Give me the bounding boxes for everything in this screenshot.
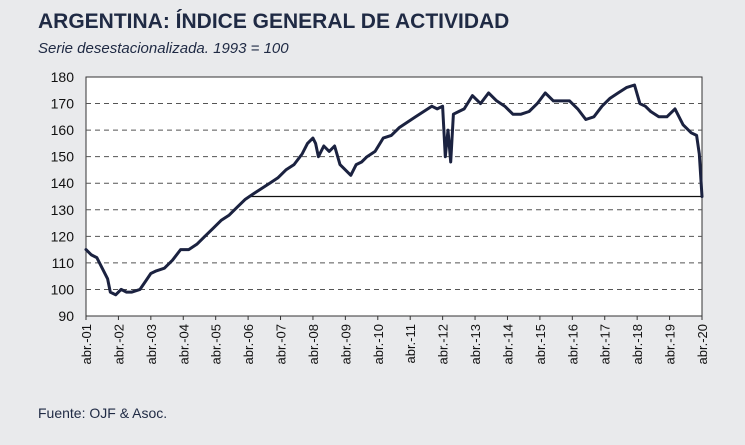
x-tick-label: abr.-15 (533, 324, 548, 364)
series-line (84, 83, 704, 297)
x-tick-label: abr.-09 (338, 324, 353, 364)
x-tick-label: abr.-18 (630, 324, 645, 364)
x-tick-label: abr.-06 (241, 324, 256, 364)
y-tick-label: 140 (51, 175, 75, 191)
y-tick-label: 90 (58, 308, 74, 324)
x-tick-label: abr.-19 (663, 324, 678, 364)
x-tick-label: abr.-07 (274, 324, 289, 364)
x-tick-label: abr.-10 (371, 324, 386, 364)
y-tick-label: 110 (52, 255, 75, 271)
y-tick-label: 180 (51, 69, 75, 85)
x-tick-label: abr.-05 (209, 324, 224, 364)
y-tick-label: 160 (51, 122, 75, 138)
chart-subtitle: Serie desestacionalizada. 1993 = 100 (38, 40, 289, 57)
x-tick-label: abr.-13 (468, 324, 483, 364)
y-tick-label: 120 (51, 228, 75, 244)
y-tick-label: 150 (51, 149, 75, 165)
x-tick-label: abr.-02 (111, 324, 126, 364)
y-tick-label: 170 (51, 96, 75, 112)
y-tick-label: 130 (51, 202, 75, 218)
x-tick-label: abr.-08 (306, 324, 321, 364)
x-tick-label: abr.-20 (695, 324, 710, 364)
x-tick-label: abr.-11 (403, 324, 418, 364)
x-tick-label: abr.-17 (598, 324, 613, 364)
source-note: Fuente: OJF & Asoc. (38, 405, 168, 421)
chart-title: ARGENTINA: ÍNDICE GENERAL DE ACTIVIDAD (38, 10, 510, 33)
x-tick-label: abr.-14 (500, 324, 515, 364)
grid-lines (86, 103, 702, 290)
y-tick-label: 100 (51, 281, 75, 297)
x-tick-label: abr.-12 (436, 324, 451, 364)
x-tick-label: abr.-04 (176, 324, 191, 364)
x-tick-label: abr.-16 (565, 324, 580, 364)
x-tick-label: abr.-03 (144, 324, 159, 364)
x-tick-label: abr.-01 (79, 324, 94, 364)
x-axis-ticks: abr.-01 abr.-02 abr.-03 abr.-04 abr.-05 abr.-… (79, 316, 710, 364)
y-axis-ticks: 90 100 110 120 130 140 150 160 170 180 (51, 69, 75, 324)
